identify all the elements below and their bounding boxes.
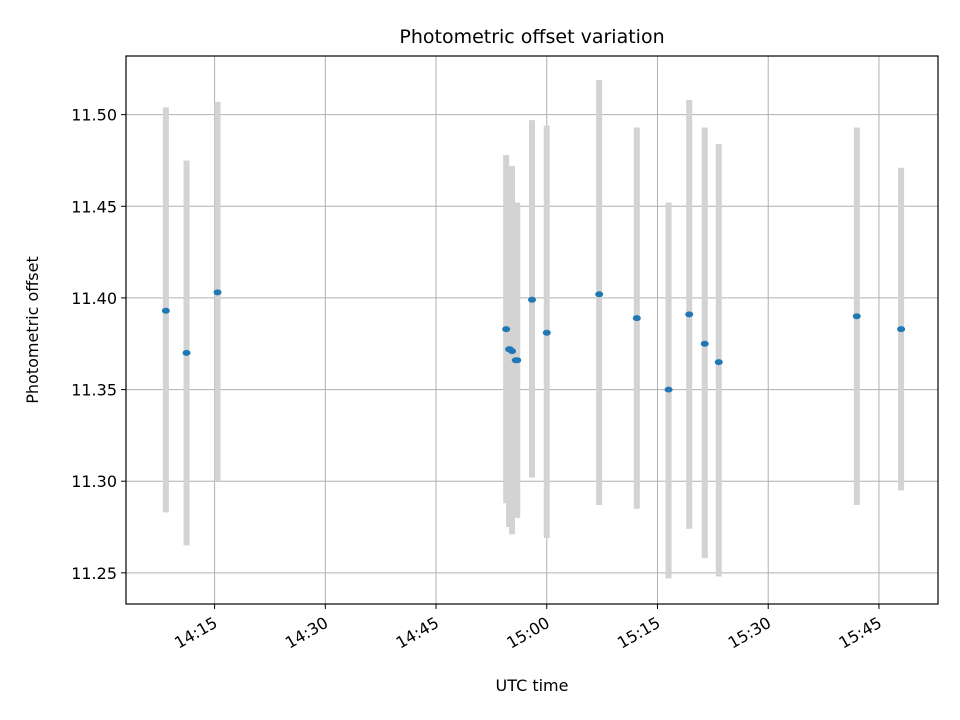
x-tick-label: 14:30 (282, 613, 331, 653)
data-point (852, 313, 861, 320)
data-points (161, 289, 906, 393)
data-point (182, 349, 191, 356)
x-axis-label: UTC time (496, 676, 569, 695)
x-tick-label: 15:45 (836, 613, 885, 653)
x-tick-label: 14:15 (171, 613, 220, 653)
y-axis-ticks: 11.25 11.30 11.35 11.40 11.45 11.50 (71, 106, 126, 583)
data-point (685, 311, 694, 318)
data-point (542, 329, 551, 336)
y-tick-label: 11.40 (71, 289, 117, 308)
chart-title: Photometric offset variation (399, 26, 664, 48)
grid-lines (126, 56, 938, 604)
x-tick-label: 15:30 (725, 613, 774, 653)
x-tick-label: 14:45 (393, 613, 442, 653)
data-point (595, 291, 604, 298)
x-axis-ticks: 14:15 14:30 14:45 15:00 15:15 15:30 15:45 (171, 604, 885, 653)
y-axis-label: Photometric offset (23, 256, 42, 404)
data-point (213, 289, 222, 296)
y-tick-label: 11.50 (71, 106, 117, 125)
plot-area-frame (125, 55, 939, 605)
data-point (664, 386, 673, 393)
data-point (528, 296, 536, 303)
y-tick-label: 11.45 (71, 197, 117, 216)
error-bars (162, 79, 905, 579)
x-tick-label: 15:00 (503, 613, 552, 653)
data-point (714, 359, 723, 366)
data-point (502, 326, 511, 333)
data-point (700, 340, 709, 347)
data-point (505, 346, 514, 353)
y-tick-label: 11.25 (71, 564, 117, 583)
x-tick-label: 15:15 (614, 613, 663, 653)
data-point (161, 307, 170, 314)
y-tick-label: 11.35 (71, 381, 117, 400)
y-tick-label: 11.30 (71, 472, 117, 491)
data-point (632, 315, 641, 322)
data-point (513, 357, 522, 364)
data-point (897, 326, 906, 333)
